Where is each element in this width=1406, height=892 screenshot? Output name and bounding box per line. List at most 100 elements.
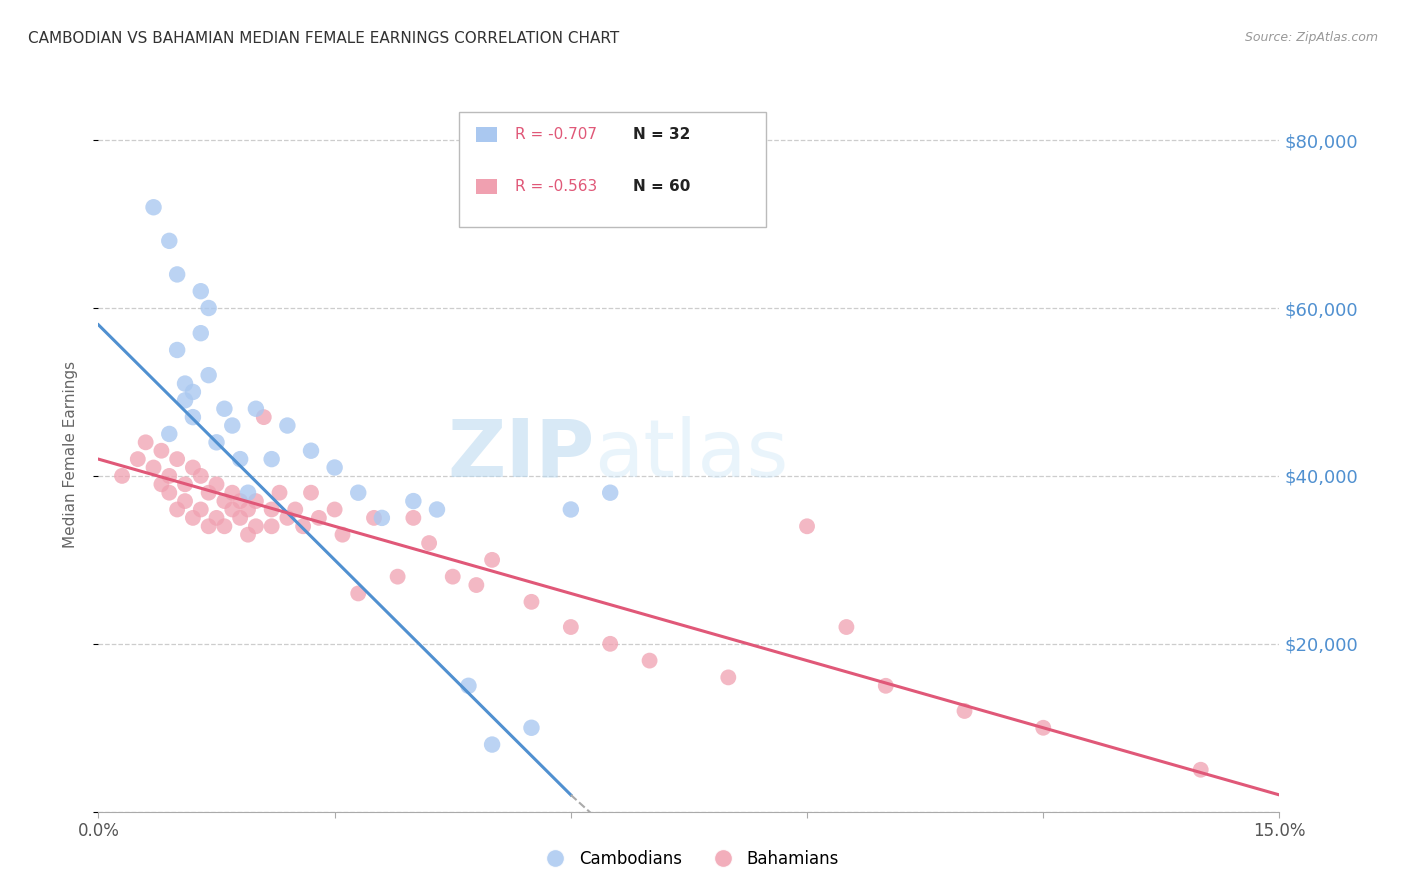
Text: Source: ZipAtlas.com: Source: ZipAtlas.com	[1244, 31, 1378, 45]
Point	[174, 477, 197, 491]
Text: CAMBODIAN VS BAHAMIAN MEDIAN FEMALE EARNINGS CORRELATION CHART: CAMBODIAN VS BAHAMIAN MEDIAN FEMALE EARN…	[28, 31, 620, 46]
Point	[402, 494, 425, 508]
Point	[166, 268, 188, 282]
Point	[1032, 721, 1054, 735]
FancyBboxPatch shape	[477, 127, 498, 143]
Point	[157, 234, 180, 248]
Point	[599, 637, 621, 651]
Point	[599, 485, 621, 500]
Point	[197, 368, 219, 383]
Point	[276, 511, 298, 525]
Point	[190, 469, 212, 483]
Point	[181, 410, 204, 425]
Point	[520, 721, 543, 735]
Point	[157, 426, 180, 441]
Point	[205, 477, 228, 491]
Point	[190, 284, 212, 298]
Point	[560, 620, 582, 634]
Point	[166, 343, 188, 357]
Point	[520, 595, 543, 609]
Point	[181, 511, 204, 525]
Point	[166, 452, 188, 467]
FancyBboxPatch shape	[477, 178, 498, 194]
Point	[197, 485, 219, 500]
Point	[284, 502, 307, 516]
Point	[260, 502, 283, 516]
Point	[214, 401, 236, 416]
Point	[166, 502, 188, 516]
Point	[717, 670, 740, 684]
Point	[174, 494, 197, 508]
Point	[323, 502, 346, 516]
Point	[253, 410, 276, 425]
Point	[127, 452, 149, 467]
Point	[308, 511, 330, 525]
Point	[363, 511, 385, 525]
Point	[481, 553, 503, 567]
Point	[236, 527, 259, 541]
Point	[347, 485, 370, 500]
Text: N = 32: N = 32	[633, 127, 690, 142]
Point	[197, 519, 219, 533]
Point	[197, 301, 219, 315]
Point	[236, 502, 259, 516]
Text: atlas: atlas	[595, 416, 789, 494]
Point	[418, 536, 440, 550]
Point	[157, 485, 180, 500]
Point	[875, 679, 897, 693]
Point	[205, 511, 228, 525]
Point	[387, 569, 409, 583]
Point	[953, 704, 976, 718]
Point	[157, 469, 180, 483]
Point	[236, 485, 259, 500]
Point	[135, 435, 157, 450]
Point	[221, 418, 243, 433]
Point	[796, 519, 818, 533]
Point	[205, 435, 228, 450]
Text: ZIP: ZIP	[447, 416, 595, 494]
Point	[111, 469, 134, 483]
Point	[190, 502, 212, 516]
Point	[245, 494, 267, 508]
Point	[214, 494, 236, 508]
Legend: Cambodians, Bahamians: Cambodians, Bahamians	[531, 844, 846, 875]
Point	[260, 519, 283, 533]
Point	[371, 511, 394, 525]
Point	[150, 477, 173, 491]
FancyBboxPatch shape	[458, 112, 766, 227]
Point	[638, 654, 661, 668]
Point	[292, 519, 315, 533]
Point	[332, 527, 354, 541]
Text: R = -0.707: R = -0.707	[515, 127, 598, 142]
Point	[174, 393, 197, 408]
Point	[229, 452, 252, 467]
Text: N = 60: N = 60	[633, 179, 690, 194]
Point	[190, 326, 212, 341]
Point	[229, 494, 252, 508]
Point	[142, 200, 165, 214]
Point	[560, 502, 582, 516]
Point	[245, 401, 267, 416]
Point	[229, 511, 252, 525]
Point	[221, 485, 243, 500]
Point	[323, 460, 346, 475]
Point	[142, 460, 165, 475]
Point	[174, 376, 197, 391]
Point	[835, 620, 858, 634]
Point	[181, 384, 204, 399]
Text: R = -0.563: R = -0.563	[515, 179, 598, 194]
Y-axis label: Median Female Earnings: Median Female Earnings	[63, 361, 77, 549]
Point	[276, 418, 298, 433]
Point	[457, 679, 479, 693]
Point	[181, 460, 204, 475]
Point	[150, 443, 173, 458]
Point	[1189, 763, 1212, 777]
Point	[299, 443, 322, 458]
Point	[441, 569, 464, 583]
Point	[214, 519, 236, 533]
Point	[481, 738, 503, 752]
Point	[402, 511, 425, 525]
Point	[465, 578, 488, 592]
Point	[260, 452, 283, 467]
Point	[221, 502, 243, 516]
